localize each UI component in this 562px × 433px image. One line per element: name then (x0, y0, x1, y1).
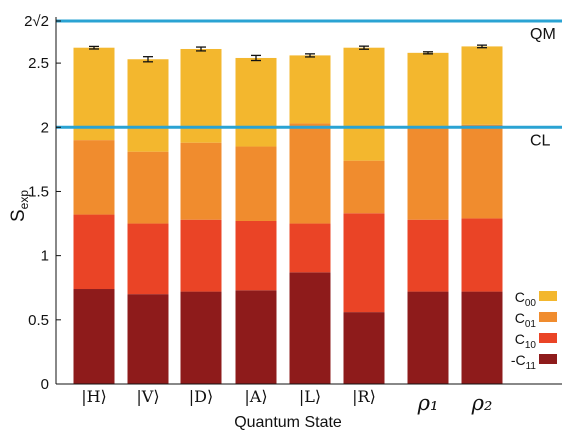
bar-segment-7-3 (461, 46, 503, 125)
reference-lines: QM CL (56, 19, 562, 149)
bar-segment-1-3 (127, 59, 169, 152)
bar-segment-0-0 (73, 289, 115, 384)
error-bar-4 (305, 53, 315, 58)
y-tick-label-5: 2.5 (28, 55, 49, 72)
legend-item-c10: C10 (515, 331, 557, 351)
bar-segment-7-0 (461, 291, 503, 384)
svg-text:-C11: -C11 (511, 352, 537, 372)
x-tick-label-0: |H⟩ (81, 387, 107, 406)
error-bar-6 (423, 51, 433, 55)
axes: 0 0.5 1 1.5 2 2.5 2√2 |H⟩ |V⟩ |D⟩ |A⟩ |L⟩ |R⟩ ρ₁ ρ₂ (24, 13, 562, 415)
legend-item-c11: -C11 (511, 352, 557, 372)
x-tick-label-6: ρ₁ (417, 391, 439, 415)
bar-segment-4-0 (289, 272, 331, 384)
legend-swatch-0 (539, 291, 557, 301)
y-axis-label-main: S (8, 209, 29, 222)
bar-segment-7-2 (461, 124, 503, 219)
bar-segment-4-3 (289, 55, 331, 124)
error-bar-2 (196, 46, 206, 52)
svg-text:C00: C00 (515, 289, 537, 309)
bar-segment-0-1 (73, 214, 115, 290)
svg-text:C01: C01 (515, 310, 537, 330)
bar-segment-6-2 (407, 125, 449, 220)
bar-segment-7-1 (461, 218, 503, 292)
bar-segment-4-1 (289, 223, 331, 273)
reference-label-qm: QM (530, 26, 556, 43)
legend-swatch-2 (539, 333, 557, 343)
bar-segment-2-1 (180, 219, 222, 292)
x-tick-label-1: |V⟩ (136, 387, 159, 406)
bar-segment-2-2 (180, 142, 222, 220)
bar-segment-1-1 (127, 223, 169, 295)
legend-item-c00: C00 (515, 289, 557, 309)
bar-segment-4-2 (289, 123, 331, 224)
y-tick-label-2: 1 (41, 248, 49, 265)
error-bar-1 (143, 56, 153, 63)
bar-segment-5-0 (343, 312, 385, 384)
x-tick-label-5: |R⟩ (352, 387, 376, 406)
bar-segment-3-2 (235, 146, 277, 221)
bar-segment-1-0 (127, 294, 169, 384)
x-tick-label-2: |D⟩ (189, 387, 213, 406)
bar-segment-5-2 (343, 160, 385, 214)
bar-segment-0-3 (73, 47, 115, 141)
bars-layer (73, 46, 503, 384)
bar-segment-3-1 (235, 220, 277, 291)
reference-label-cl: CL (530, 132, 551, 149)
x-tick-label-3: |A⟩ (244, 387, 267, 406)
bar-segment-6-0 (407, 291, 449, 384)
error-bar-0 (89, 45, 99, 50)
bar-segment-6-1 (407, 219, 449, 292)
bar-segment-1-2 (127, 151, 169, 224)
y-tick-label-1: 0.5 (28, 312, 49, 329)
y-tick-label-4: 2 (41, 119, 49, 136)
error-bar-5 (359, 45, 369, 50)
x-tick-label-4: |L⟩ (299, 387, 321, 406)
error-bar-7 (477, 44, 487, 49)
bar-segment-6-3 (407, 52, 449, 126)
bar-segment-5-1 (343, 213, 385, 313)
bar-segment-3-0 (235, 290, 277, 384)
legend-item-c01: C01 (515, 310, 557, 330)
y-tick-label-3: 1.5 (28, 183, 49, 200)
bar-segment-5-3 (343, 47, 385, 161)
bar-segment-2-0 (180, 291, 222, 384)
error-bar-3 (251, 54, 261, 62)
y-axis-label-sub: exp (17, 190, 31, 210)
x-tick-label-7: ρ₂ (471, 391, 493, 415)
y-axis-label: Sexp (8, 190, 31, 222)
error-bars (89, 44, 487, 63)
legend-swatch-1 (539, 312, 557, 322)
svg-text:C10: C10 (515, 331, 537, 351)
bar-segment-0-2 (73, 140, 115, 215)
legend-swatch-3 (539, 354, 557, 364)
x-axis-label: Quantum State (234, 414, 342, 431)
y-tick-label-0: 0 (41, 376, 49, 393)
svg-text:Sexp: Sexp (8, 190, 31, 222)
y-tick-label-6: 2√2 (24, 13, 49, 30)
bar-segment-3-3 (235, 57, 277, 147)
